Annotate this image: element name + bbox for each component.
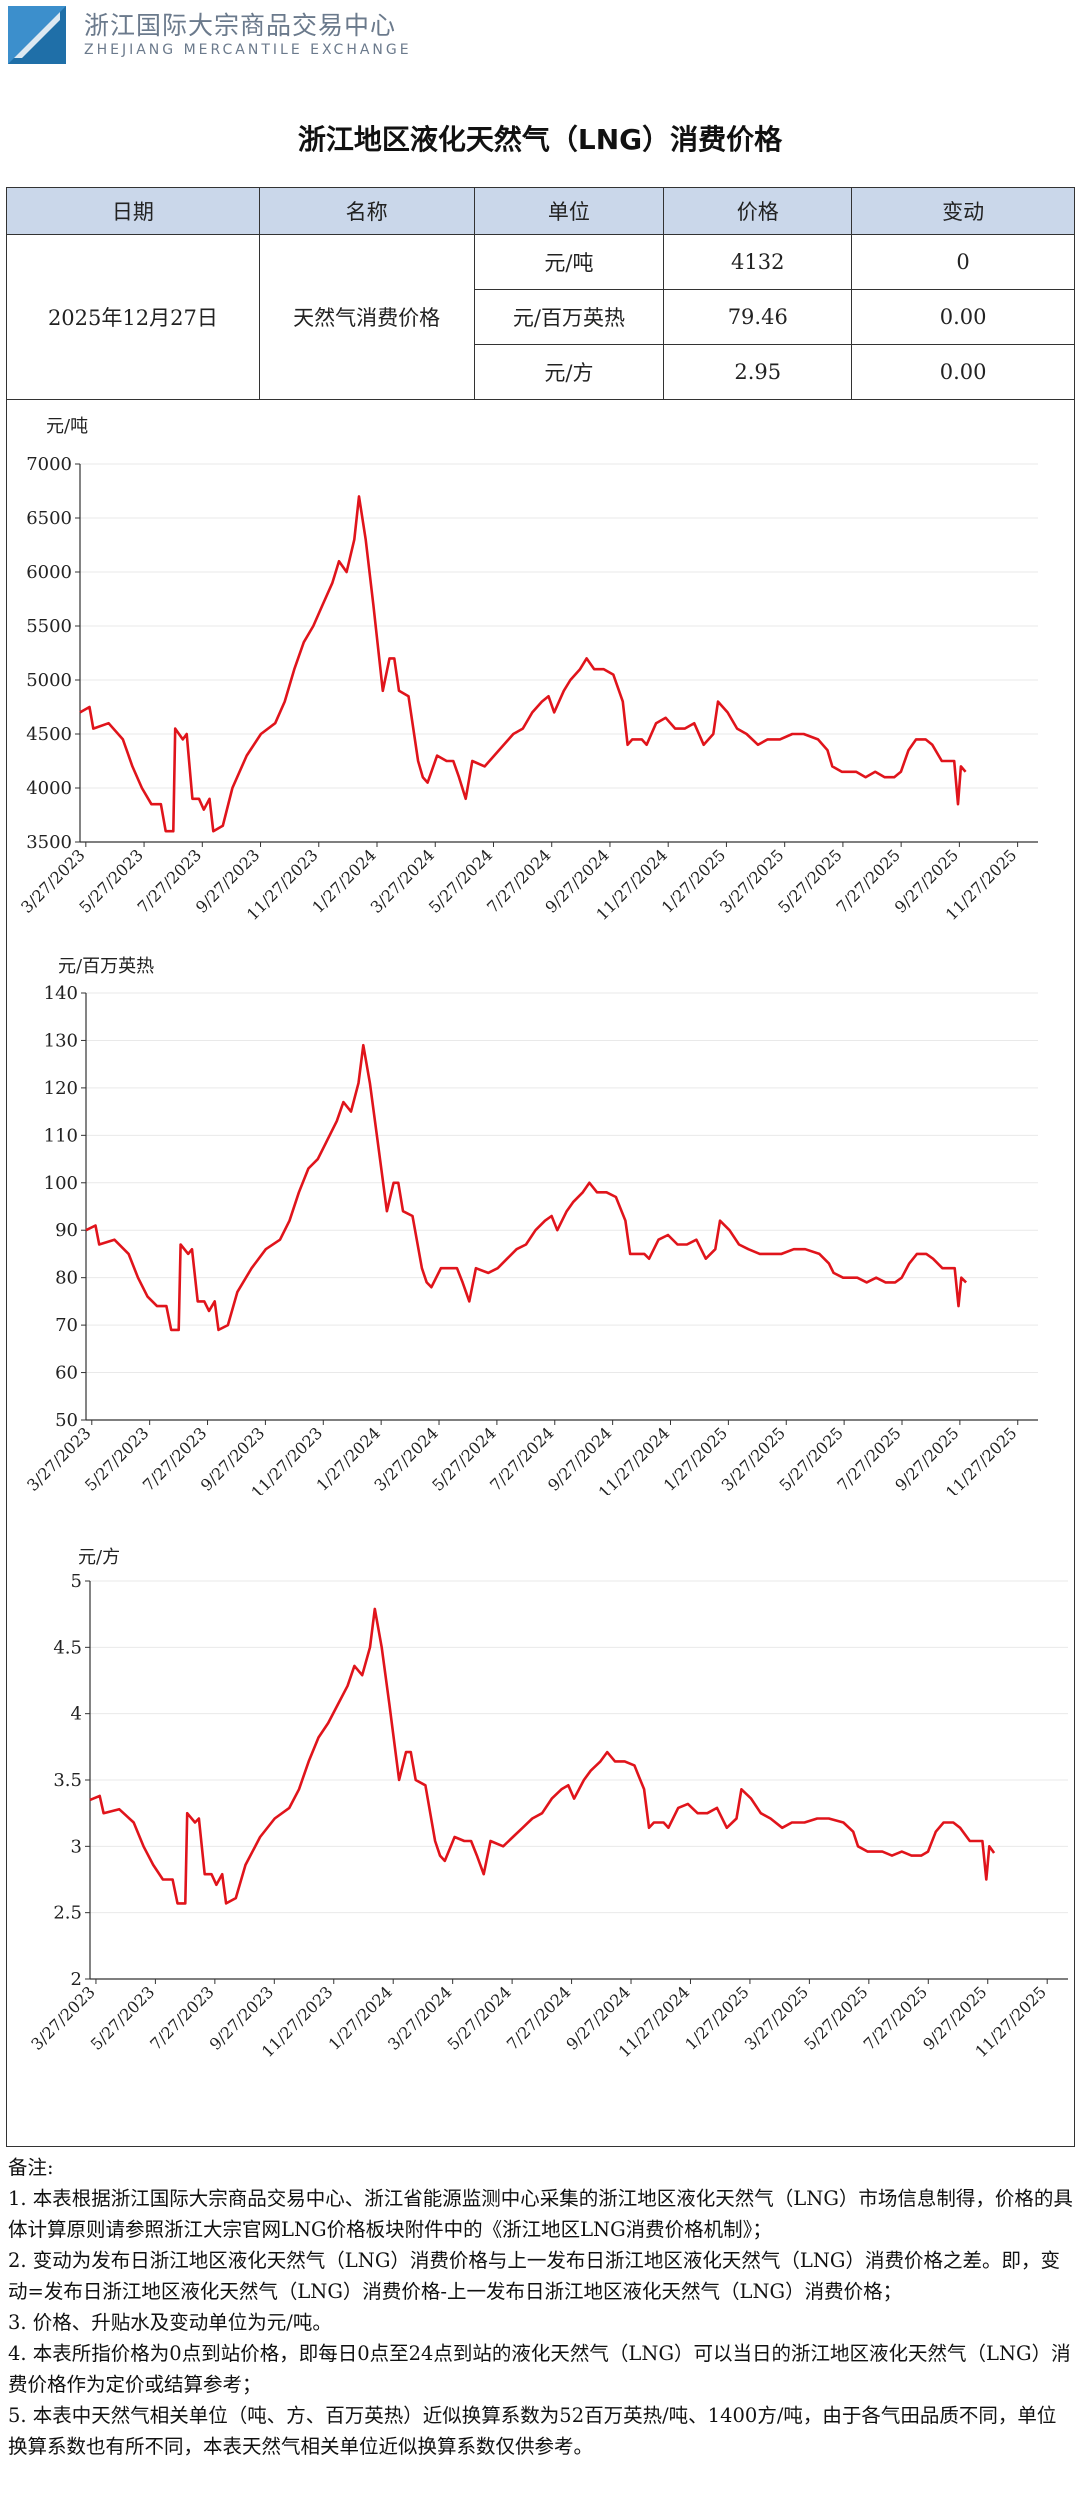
y-tick-label: 90 — [55, 1220, 78, 1241]
note-item: 3. 价格、升贴水及变动单位为元/吨。 — [8, 2311, 332, 2334]
exchange-name-cn: 浙江国际大宗商品交易中心 — [84, 11, 397, 40]
y-tick-label: 2.5 — [53, 1903, 82, 1924]
x-tick-label: 1/27/2025 — [681, 1982, 752, 2053]
x-tick-label: 3/27/2024 — [384, 1982, 455, 2053]
y-tick-label: 6000 — [26, 562, 72, 583]
notes-heading: 备注: — [8, 2156, 54, 2179]
y-tick-label: 110 — [44, 1125, 78, 1146]
y-axis-label: 元/吨 — [46, 416, 88, 437]
x-tick-label: 5/27/2023 — [87, 1982, 158, 2053]
table-row: 元/百万英热 79.46 0.00 — [7, 289, 1075, 345]
price-table: 日期 名称 单位 价格 变动 2025年12月27日 天然气消费价格 元/吨 4… — [6, 187, 1075, 400]
header-unit: 单位 — [473, 187, 665, 235]
header-price: 价格 — [663, 187, 853, 235]
y-tick-label: 4 — [71, 1704, 82, 1725]
y-tick-label: 80 — [55, 1268, 78, 1289]
unit-cell: 元/百万英热 — [473, 289, 665, 345]
y-axis-label: 元/方 — [78, 1547, 120, 1568]
table-row: 元/方 2.95 0.00 — [7, 344, 1075, 400]
y-tick-label: 3 — [71, 1836, 82, 1857]
chart-price-per-mmbtu: 5060708090100110120130140元/百万英热3/27/2023… — [23, 956, 1038, 1495]
x-tick-label: 1/27/2024 — [325, 1982, 396, 2053]
change-cell: 0.00 — [851, 289, 1075, 345]
note-item: 1. 本表根据浙江国际大宗商品交易中心、浙江省能源监测中心采集的浙江地区液化天然… — [8, 2187, 1073, 2241]
x-tick-label: 3/27/2025 — [741, 1982, 812, 2053]
exchange-logo-icon — [8, 6, 66, 64]
unit-cell: 元/吨 — [473, 234, 665, 290]
y-tick-label: 4.5 — [53, 1637, 82, 1658]
y-tick-label: 140 — [44, 983, 78, 1004]
y-tick-label: 70 — [55, 1315, 78, 1336]
price-cell: 2.95 — [663, 344, 853, 400]
y-tick-label: 120 — [44, 1078, 78, 1099]
x-tick-label: 7/27/2024 — [503, 1982, 574, 2053]
x-tick-label: 3/27/2023 — [27, 1982, 98, 2053]
header-date: 日期 — [6, 187, 260, 235]
y-tick-label: 4000 — [26, 778, 72, 799]
y-tick-label: 100 — [44, 1173, 78, 1194]
price-series-line — [85, 1043, 968, 1332]
page-title: 浙江地区液化天然气（LNG）消费价格 — [297, 123, 783, 156]
y-tick-label: 50 — [55, 1410, 78, 1431]
y-tick-label: 6500 — [26, 508, 72, 529]
price-series-line — [79, 495, 967, 833]
x-tick-label: 5/27/2024 — [443, 1982, 514, 2053]
unit-cell: 元/方 — [473, 344, 665, 400]
y-tick-label: 130 — [44, 1030, 78, 1051]
table-row: 2025年12月27日 天然气消费价格 元/吨 4132 0 — [6, 234, 1075, 400]
header: 浙江国际大宗商品交易中心 ZHEJIANG MERCANTILE EXCHANG… — [0, 0, 1080, 70]
x-tick-label: 5/27/2025 — [800, 1982, 871, 2053]
chart-price-per-cubic-meter: 22.533.544.55元/方3/27/20235/27/20237/27/2… — [27, 1547, 1068, 2061]
price-cell: 79.46 — [663, 289, 853, 345]
y-tick-label: 5000 — [26, 670, 72, 691]
note-item: 4. 本表所指价格为0点到站价格，即每日0点至24点到站的液化天然气（LNG）可… — [8, 2342, 1071, 2396]
y-axis-label: 元/百万英热 — [58, 956, 154, 977]
table-header-row: 日期 名称 单位 价格 变动 — [6, 187, 1075, 235]
y-tick-label: 3.5 — [53, 1770, 82, 1791]
change-cell: 0.00 — [851, 344, 1075, 400]
y-tick-label: 4500 — [26, 724, 72, 745]
charts-frame — [6, 394, 1075, 2147]
x-tick-label: 7/27/2025 — [860, 1982, 931, 2053]
header-change: 变动 — [851, 187, 1075, 235]
date-cell: 2025年12月27日 — [6, 234, 260, 400]
y-tick-label: 60 — [55, 1363, 78, 1384]
notes-section: 备注: 1. 本表根据浙江国际大宗商品交易中心、浙江省能源监测中心采集的浙江地区… — [8, 2152, 1074, 2462]
chart-price-per-ton: 35004000450050005500600065007000元/吨3/27/… — [17, 416, 1038, 920]
price-series-line — [89, 1607, 996, 1905]
y-tick-label: 3500 — [26, 832, 72, 853]
y-tick-label: 2 — [71, 1969, 82, 1990]
y-tick-label: 5500 — [26, 616, 72, 637]
price-cell: 4132 — [663, 234, 853, 290]
y-tick-label: 7000 — [26, 454, 72, 475]
change-cell: 0 — [851, 234, 1075, 290]
name-cell: 天然气消费价格 — [258, 234, 475, 400]
x-tick-label: 7/27/2023 — [146, 1982, 217, 2053]
exchange-name-en: ZHEJIANG MERCANTILE EXCHANGE — [84, 42, 412, 58]
header-name: 名称 — [258, 187, 475, 235]
note-item: 2. 变动为发布日浙江地区液化天然气（LNG）消费价格与上一发布日浙江地区液化天… — [8, 2249, 1060, 2303]
note-item: 5. 本表中天然气相关单位（吨、方、百万英热）近似换算系数为52百万英热/吨、1… — [8, 2404, 1057, 2458]
y-tick-label: 5 — [71, 1571, 82, 1592]
